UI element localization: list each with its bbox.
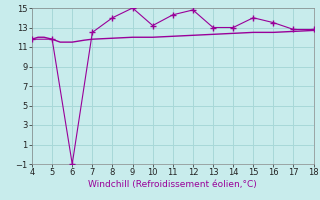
X-axis label: Windchill (Refroidissement éolien,°C): Windchill (Refroidissement éolien,°C)	[88, 180, 257, 189]
